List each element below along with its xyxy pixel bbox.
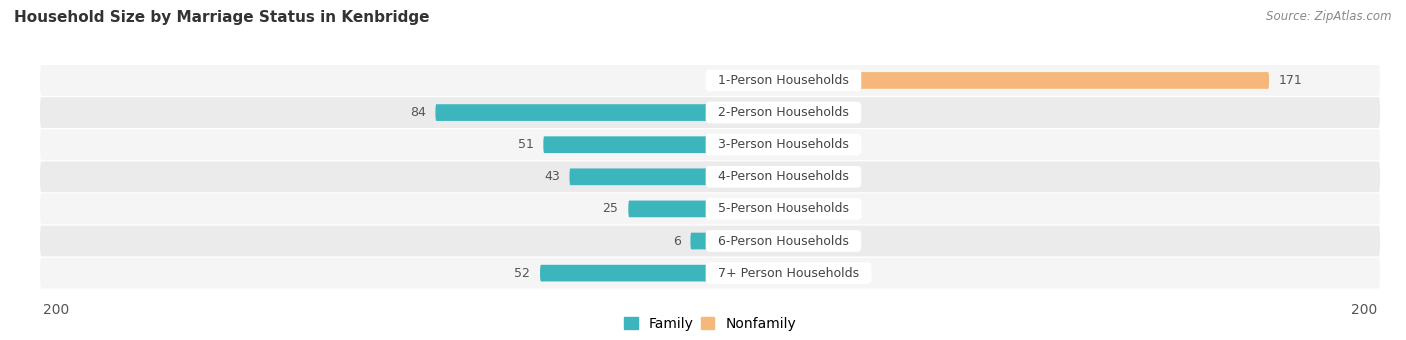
- FancyBboxPatch shape: [39, 162, 1381, 192]
- Text: 52: 52: [515, 267, 530, 279]
- Text: 84: 84: [409, 106, 426, 119]
- FancyBboxPatch shape: [39, 129, 1381, 160]
- FancyBboxPatch shape: [710, 104, 730, 121]
- Text: 6: 6: [672, 235, 681, 248]
- FancyBboxPatch shape: [39, 258, 1381, 289]
- FancyBboxPatch shape: [39, 226, 1381, 256]
- Text: 25: 25: [603, 202, 619, 216]
- Text: 5-Person Households: 5-Person Households: [710, 202, 858, 216]
- Text: 0: 0: [779, 267, 787, 279]
- Text: 0: 0: [779, 202, 787, 216]
- FancyBboxPatch shape: [710, 233, 769, 249]
- Text: 171: 171: [1279, 74, 1302, 87]
- FancyBboxPatch shape: [710, 136, 769, 153]
- FancyBboxPatch shape: [543, 136, 710, 153]
- FancyBboxPatch shape: [569, 168, 710, 185]
- Text: 3-Person Households: 3-Person Households: [710, 138, 856, 151]
- Text: 7+ Person Households: 7+ Person Households: [710, 267, 868, 279]
- FancyBboxPatch shape: [710, 72, 1270, 89]
- Legend: Family, Nonfamily: Family, Nonfamily: [619, 311, 801, 336]
- Text: 6-Person Households: 6-Person Households: [710, 235, 856, 248]
- FancyBboxPatch shape: [690, 233, 710, 249]
- FancyBboxPatch shape: [39, 65, 1381, 96]
- Text: 43: 43: [544, 170, 560, 183]
- FancyBboxPatch shape: [710, 201, 769, 217]
- FancyBboxPatch shape: [628, 201, 710, 217]
- FancyBboxPatch shape: [39, 97, 1381, 128]
- Text: 4-Person Households: 4-Person Households: [710, 170, 856, 183]
- FancyBboxPatch shape: [710, 168, 769, 185]
- Text: 51: 51: [517, 138, 533, 151]
- Text: 0: 0: [779, 235, 787, 248]
- FancyBboxPatch shape: [540, 265, 710, 282]
- Text: 1-Person Households: 1-Person Households: [710, 74, 856, 87]
- FancyBboxPatch shape: [39, 193, 1381, 224]
- FancyBboxPatch shape: [710, 265, 769, 282]
- Text: 0: 0: [779, 170, 787, 183]
- Text: 6: 6: [740, 106, 748, 119]
- Text: Source: ZipAtlas.com: Source: ZipAtlas.com: [1267, 10, 1392, 23]
- Text: Household Size by Marriage Status in Kenbridge: Household Size by Marriage Status in Ken…: [14, 10, 430, 25]
- Text: 2-Person Households: 2-Person Households: [710, 106, 856, 119]
- Text: 0: 0: [779, 138, 787, 151]
- FancyBboxPatch shape: [436, 104, 710, 121]
